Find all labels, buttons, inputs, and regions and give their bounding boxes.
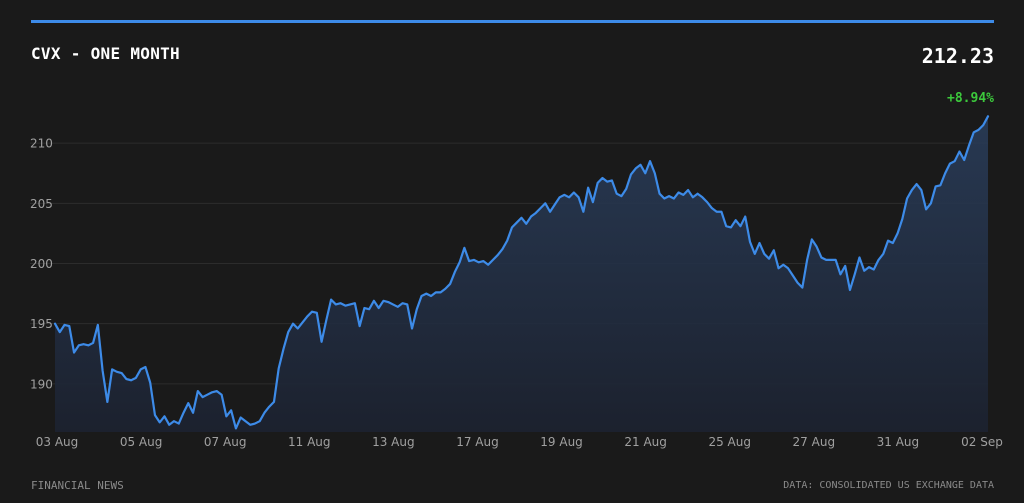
footer-data-credit: DATA: CONSOLIDATED US EXCHANGE DATA (783, 480, 994, 491)
x-tick-label: 25 Aug (708, 435, 751, 449)
y-tick-label: 205 (30, 197, 53, 211)
x-tick-label: 13 Aug (372, 435, 415, 449)
y-tick-label: 210 (30, 137, 53, 151)
x-tick-label: 31 Aug (877, 435, 920, 449)
y-tick-label: 195 (30, 317, 53, 331)
x-tick-label: 11 Aug (288, 435, 331, 449)
x-tick-label: 02 Sep (961, 435, 1003, 449)
current-price: 212.23 (921, 44, 994, 68)
price-line (53, 115, 990, 430)
footer-source-label: FINANCIAL NEWS (31, 479, 124, 492)
x-tick-label: 05 Aug (120, 435, 163, 449)
x-tick-label: 19 Aug (540, 435, 583, 449)
x-tick-label: 03 Aug (36, 435, 79, 449)
y-tick-label: 190 (30, 377, 53, 391)
price-change-percent: +8.94% (947, 91, 994, 106)
x-tick-label: 07 Aug (204, 435, 247, 449)
x-tick-label: 27 Aug (793, 435, 836, 449)
x-tick-label: 17 Aug (456, 435, 499, 449)
price-area-fill (55, 116, 988, 433)
chart-title: CVX - ONE MONTH (31, 44, 180, 63)
top-accent-rule (31, 20, 994, 23)
y-tick-label: 200 (30, 257, 53, 271)
x-tick-label: 21 Aug (624, 435, 667, 449)
